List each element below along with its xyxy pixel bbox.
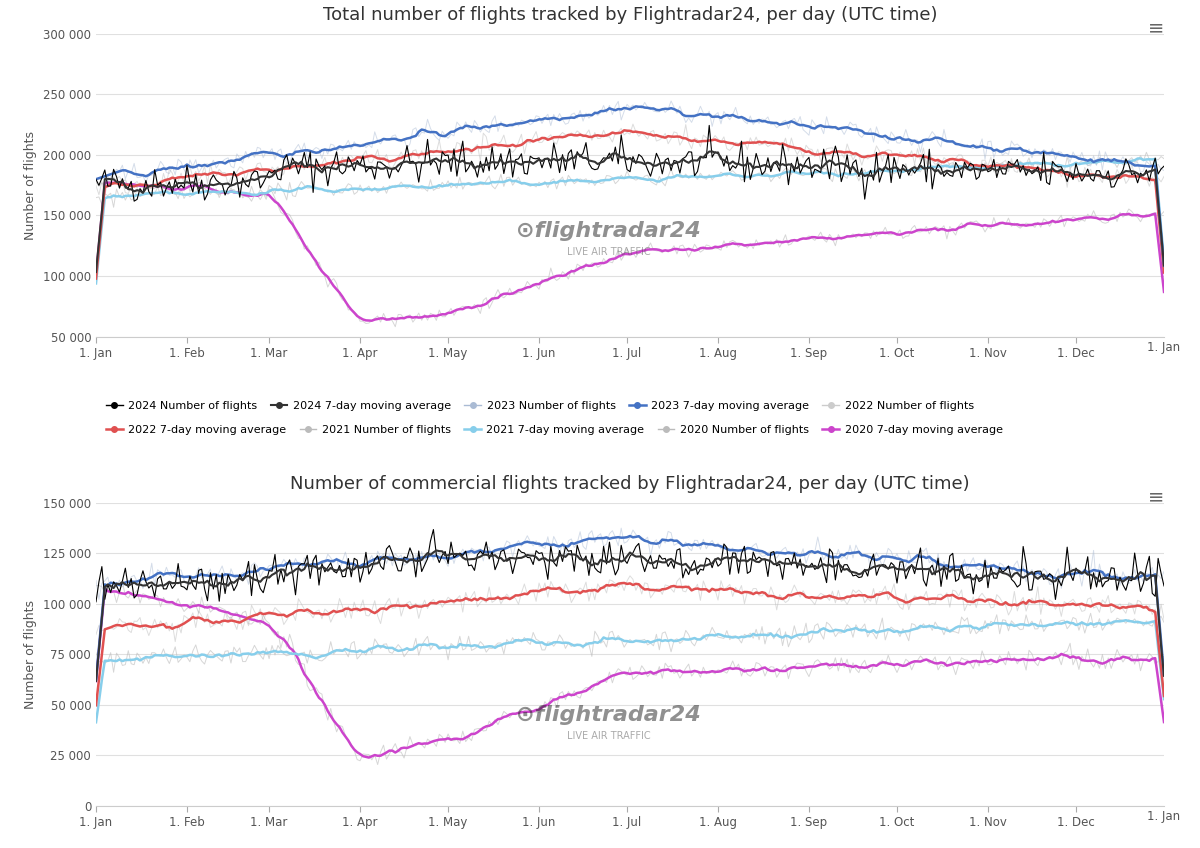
Title: Number of commercial flights tracked by Flightradar24, per day (UTC time): Number of commercial flights tracked by …	[290, 475, 970, 493]
Title: Total number of flights tracked by Flightradar24, per day (UTC time): Total number of flights tracked by Fligh…	[323, 6, 937, 24]
Text: LIVE AIR TRAFFIC: LIVE AIR TRAFFIC	[566, 731, 650, 741]
Y-axis label: Number of flights: Number of flights	[24, 131, 37, 240]
Text: ⊙flightradar24: ⊙flightradar24	[516, 220, 701, 241]
Legend: 2022 7-day moving average, 2021 Number of flights, 2021 7-day moving average, 20: 2022 7-day moving average, 2021 Number o…	[102, 421, 1007, 439]
Text: ≡: ≡	[1147, 19, 1164, 38]
Text: ≡: ≡	[1147, 488, 1164, 507]
Y-axis label: Number of flights: Number of flights	[24, 600, 37, 709]
Text: ⊙flightradar24: ⊙flightradar24	[516, 705, 701, 725]
Text: LIVE AIR TRAFFIC: LIVE AIR TRAFFIC	[566, 247, 650, 257]
